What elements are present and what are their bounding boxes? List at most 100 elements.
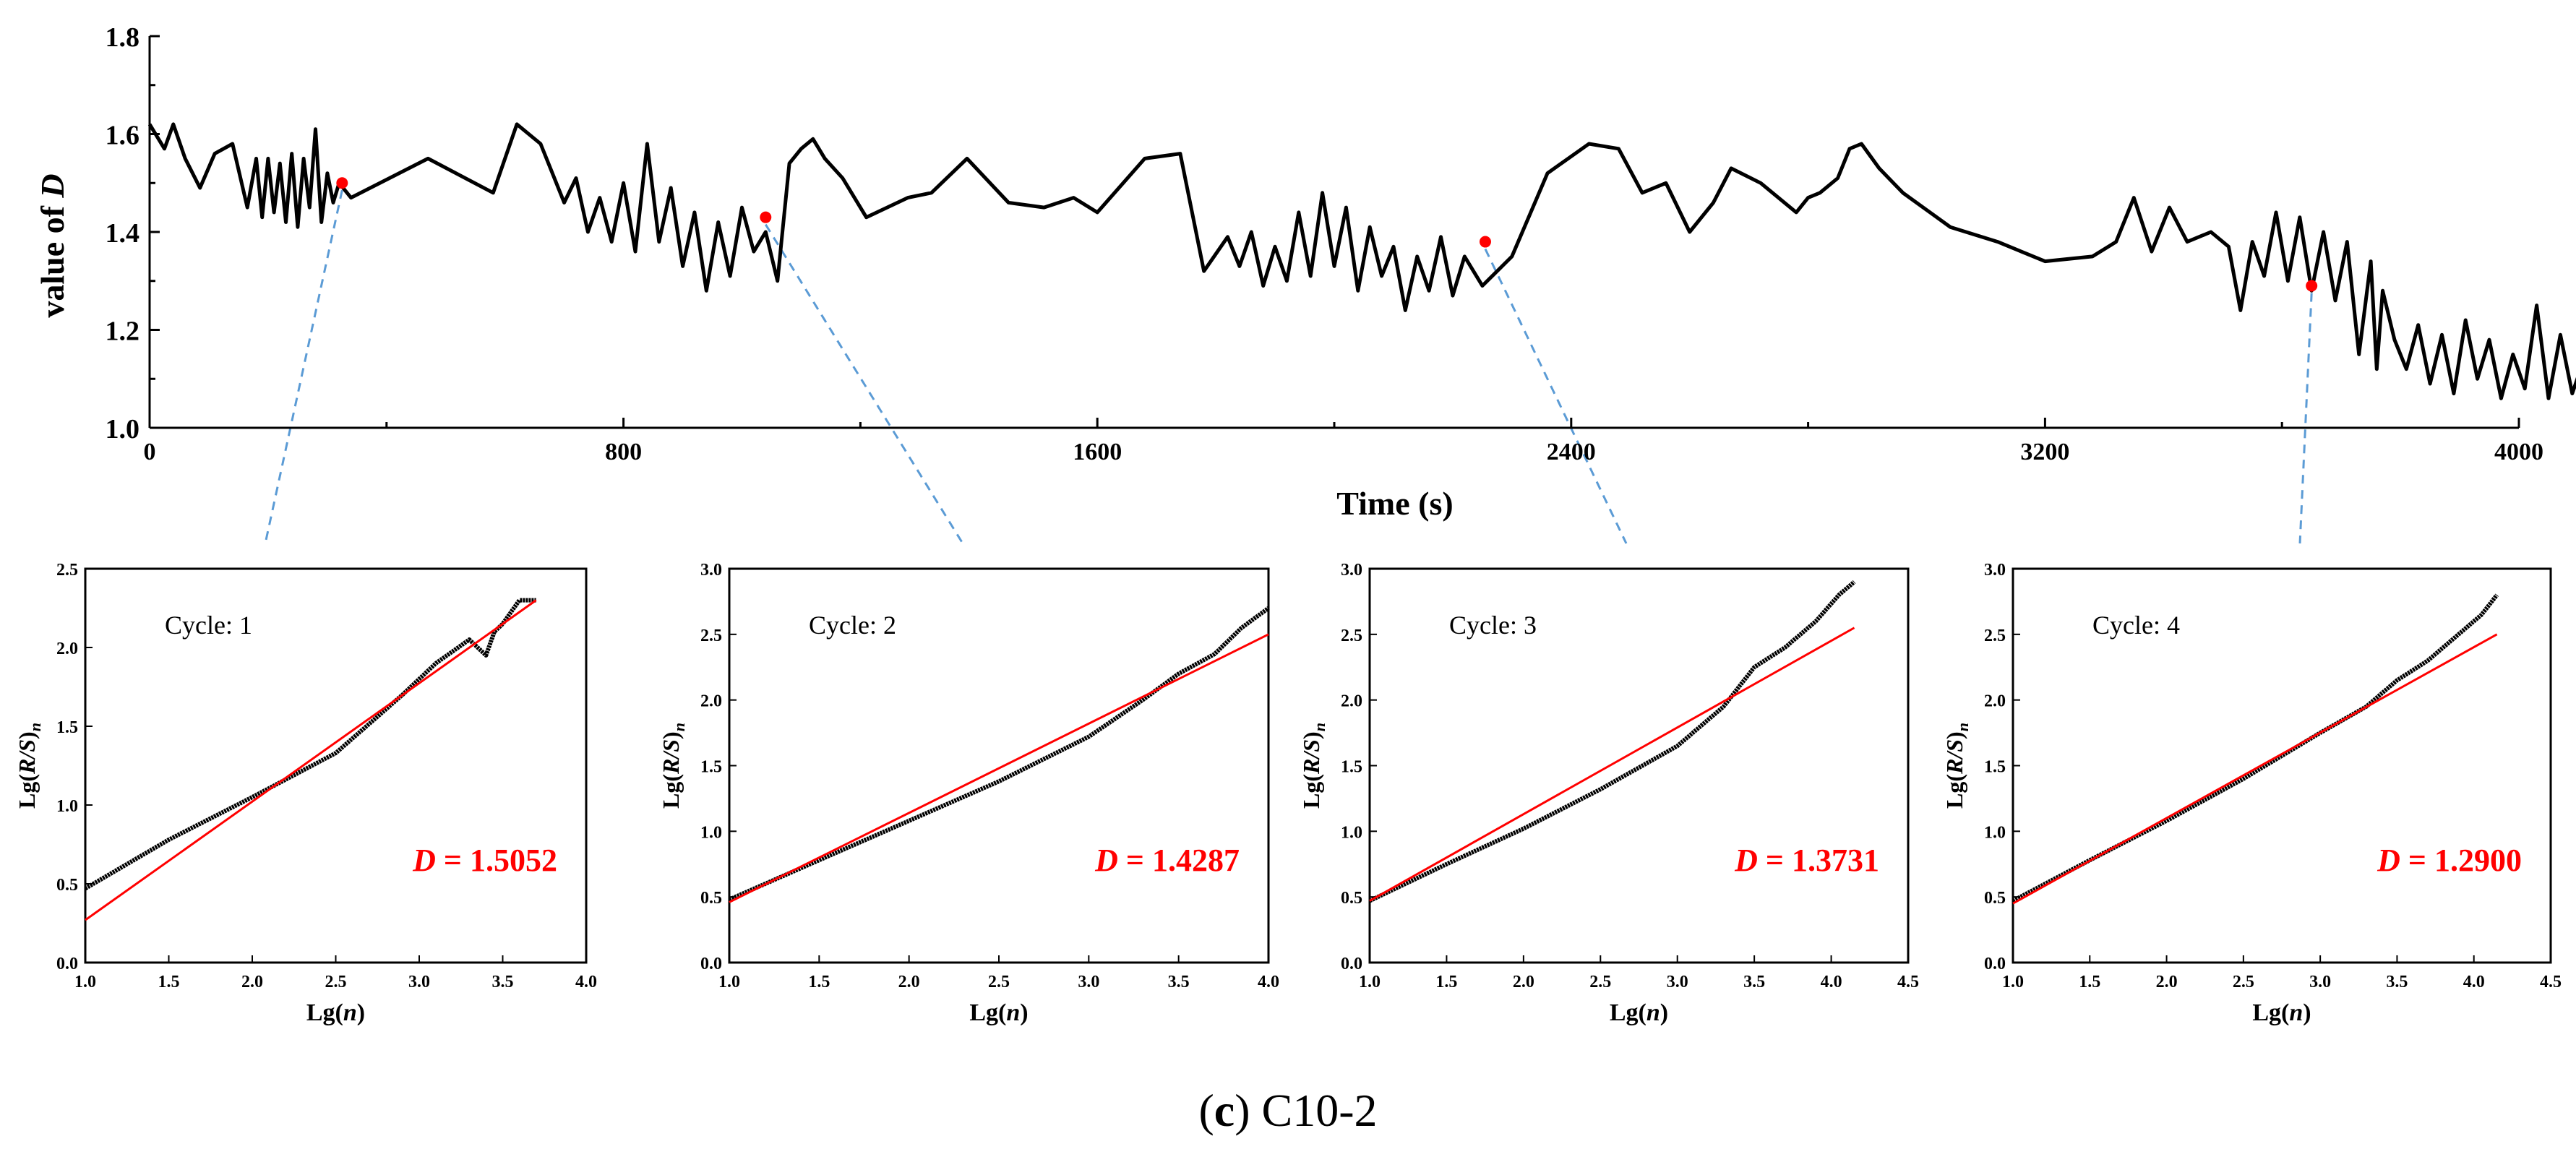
main-x-tick-label: 2400 — [1547, 439, 1596, 465]
subplot-d-text: = 1.4287 — [1118, 843, 1240, 878]
subplot-y-axis-title-part: ) — [658, 731, 684, 739]
subplot-x-tick-label: 4.0 — [2463, 973, 2485, 991]
subplot-y-axis-title-part: n — [26, 723, 44, 731]
subplot-fit-line — [85, 599, 537, 921]
subplot-y-tick-label: 0.5 — [1341, 889, 1362, 908]
main-x-tick-label: 800 — [605, 439, 642, 465]
main-y-axis-title: value of D — [34, 173, 71, 317]
subplot-data-series — [728, 606, 1270, 902]
main-series-line — [147, 122, 2576, 400]
subplot-y-axis-title-part: n — [1954, 723, 1972, 731]
subplot-data-series — [1368, 580, 1856, 903]
main-ticks: 0 800 1600 2400 3200 4000 1.0 1.2 1.4 1.6 1.8 — [106, 22, 2544, 465]
subplot-y-tick-label: 0.5 — [1984, 889, 2006, 908]
subplot-y-tick-label: 3.0 — [1341, 561, 1362, 580]
subplot-x-tick-label: 2.5 — [988, 973, 1010, 991]
subplot-data-series — [84, 598, 536, 891]
subplot-cycle-1: 1.0 1.5 2.0 2.5 3.0 3.5 4.0 0.0 0.5 1.0 1.5 2.0 2.5 C… — [14, 561, 597, 1026]
subplot-x-axis-title-part: ) — [1020, 999, 1028, 1026]
subplot-cycle-label: Cycle: 1 — [165, 611, 252, 640]
caption-suffix: ) C10-2 — [1235, 1085, 1377, 1136]
subplot-x-tick-label: 2.0 — [241, 973, 263, 991]
subplot-y-tick-label: 3.0 — [1984, 561, 2006, 580]
subplot-x-tick-label: 1.5 — [808, 973, 830, 991]
subplot-y-tick-label: 0.5 — [700, 889, 722, 908]
subplot-x-tick-label: 4.5 — [2540, 973, 2562, 991]
subplot-y-tick-label: 0.0 — [700, 955, 722, 973]
subplot-x-axis-title-part: n — [1006, 999, 1020, 1026]
subplot-y-tick-label: 1.5 — [1341, 758, 1362, 777]
caption-letter: c — [1214, 1085, 1235, 1136]
subplot-d-text: = 1.5052 — [436, 843, 557, 878]
subplot-x-axis-title-part: n — [343, 999, 357, 1026]
main-markers — [336, 177, 2318, 292]
subplot-d-value: D = 1.4287 — [1094, 843, 1240, 878]
subplot-x-axis-title-part: ) — [357, 999, 365, 1026]
subplot-y-tick-label: 2.0 — [700, 692, 722, 711]
subplot-y-axis-title-part: ) — [1298, 731, 1324, 739]
subplot-y-axis-title-part: R/S — [14, 739, 40, 775]
subplot-x-tick-label: 2.5 — [1589, 973, 1611, 991]
subplot-y-tick-label: 2.5 — [1341, 627, 1362, 645]
subplot-y-axis-title-part: Lg( — [14, 774, 40, 809]
subplot-x-tick-label: 1.5 — [1435, 973, 1457, 991]
subplot-x-tick-label: 3.0 — [1667, 973, 1688, 991]
subplot-cycle-2: 1.0 1.5 2.0 2.5 3.0 3.5 4.0 0.0 0.5 1.0 1.5 2.0 2.5 3… — [658, 561, 1279, 1026]
subplot-d-var: D — [2377, 843, 2400, 878]
main-x-tick-label: 1600 — [1073, 439, 1122, 465]
subplot-x-axis-title-part: n — [1647, 999, 1660, 1026]
subplot-y-tick-label: 2.0 — [1341, 692, 1362, 711]
main-x-tick-label: 4000 — [2494, 439, 2543, 465]
subplot-x-axis-title: Lg(n) — [306, 999, 365, 1026]
main-marker-point — [760, 211, 772, 223]
caption-prefix: ( — [1198, 1085, 1214, 1136]
subplot-y-tick-label: 3.0 — [700, 561, 722, 580]
subplot-x-tick-label: 2.5 — [2233, 973, 2254, 991]
subplot-x-tick-label: 1.5 — [2079, 973, 2100, 991]
subplot-x-tick-label: 4.5 — [1897, 973, 1919, 991]
subplot-y-tick-label: 2.5 — [56, 561, 78, 580]
subplot-fit-line — [2012, 633, 2498, 905]
subplot-fit-line — [729, 633, 1269, 903]
subplot-x-axis-title-part: ) — [1660, 999, 1668, 1026]
subplot-d-text: = 1.3731 — [1758, 843, 1879, 878]
figure-caption: (c) C10-2 — [1198, 1085, 1377, 1136]
subplot-x-tick-label: 2.5 — [325, 973, 347, 991]
subplot-y-axis-title: Lg(R/S)n — [658, 723, 688, 809]
subplot-x-axis-title-part: Lg( — [2252, 999, 2289, 1026]
subplot-x-tick-label: 1.0 — [718, 973, 740, 991]
subplot-y-axis-title-part: n — [1310, 723, 1328, 731]
subplot-x-tick-label: 4.0 — [1258, 973, 1279, 991]
subplot-cycle-label: Cycle: 4 — [2092, 611, 2180, 640]
subplot-x-tick-label: 3.5 — [1168, 973, 1190, 991]
subplot-y-tick-label: 1.0 — [1341, 823, 1362, 842]
subplot-cycle-label: Cycle: 3 — [1449, 611, 1537, 640]
subplot-d-var: D — [1094, 843, 1118, 878]
subplot-y-axis-title: Lg(R/S)n — [1298, 723, 1328, 809]
subplot-y-axis-title-part: ) — [1941, 731, 1967, 739]
subplot-x-axis-title-part: n — [2289, 999, 2303, 1026]
subplot-x-tick-label: 2.0 — [2156, 973, 2178, 991]
subplot-y-tick-label: 0.0 — [1984, 955, 2006, 973]
main-x-tick-label: 0 — [144, 439, 156, 465]
subplot-y-axis-title-part: n — [670, 723, 688, 731]
subplot-x-axis-title: Lg(n) — [969, 999, 1028, 1026]
subplot-y-tick-label: 1.0 — [1984, 823, 2006, 842]
subplot-y-tick-label: 1.0 — [700, 823, 722, 842]
subplot-cycle-label: Cycle: 2 — [809, 611, 896, 640]
subplot-cycle-3: 1.0 1.5 2.0 2.5 3.0 3.5 4.0 4.5 0.0 0.5 1.0 1.5 2.0 2… — [1298, 561, 1919, 1026]
main-y-tick-label: 1.2 — [106, 317, 140, 347]
subplot-y-axis-title-part: R/S — [1941, 739, 1967, 775]
subplot-y-tick-label: 2.5 — [700, 627, 722, 645]
subplot-d-var: D — [1734, 843, 1758, 878]
subplot-x-axis-title-part: Lg( — [969, 999, 1006, 1026]
subplot-d-value: D = 1.2900 — [2377, 843, 2522, 878]
connector-lines — [264, 189, 2313, 544]
subplot-x-tick-label: 3.0 — [1078, 973, 1099, 991]
main-x-axis-title: Time (s) — [1336, 485, 1453, 522]
main-y-tick-label: 1.4 — [106, 218, 140, 249]
subplot-y-axis-title: Lg(R/S)n — [1941, 723, 1972, 809]
subplot-y-axis-title-part: R/S — [1298, 739, 1324, 775]
connector-line — [2298, 293, 2313, 544]
